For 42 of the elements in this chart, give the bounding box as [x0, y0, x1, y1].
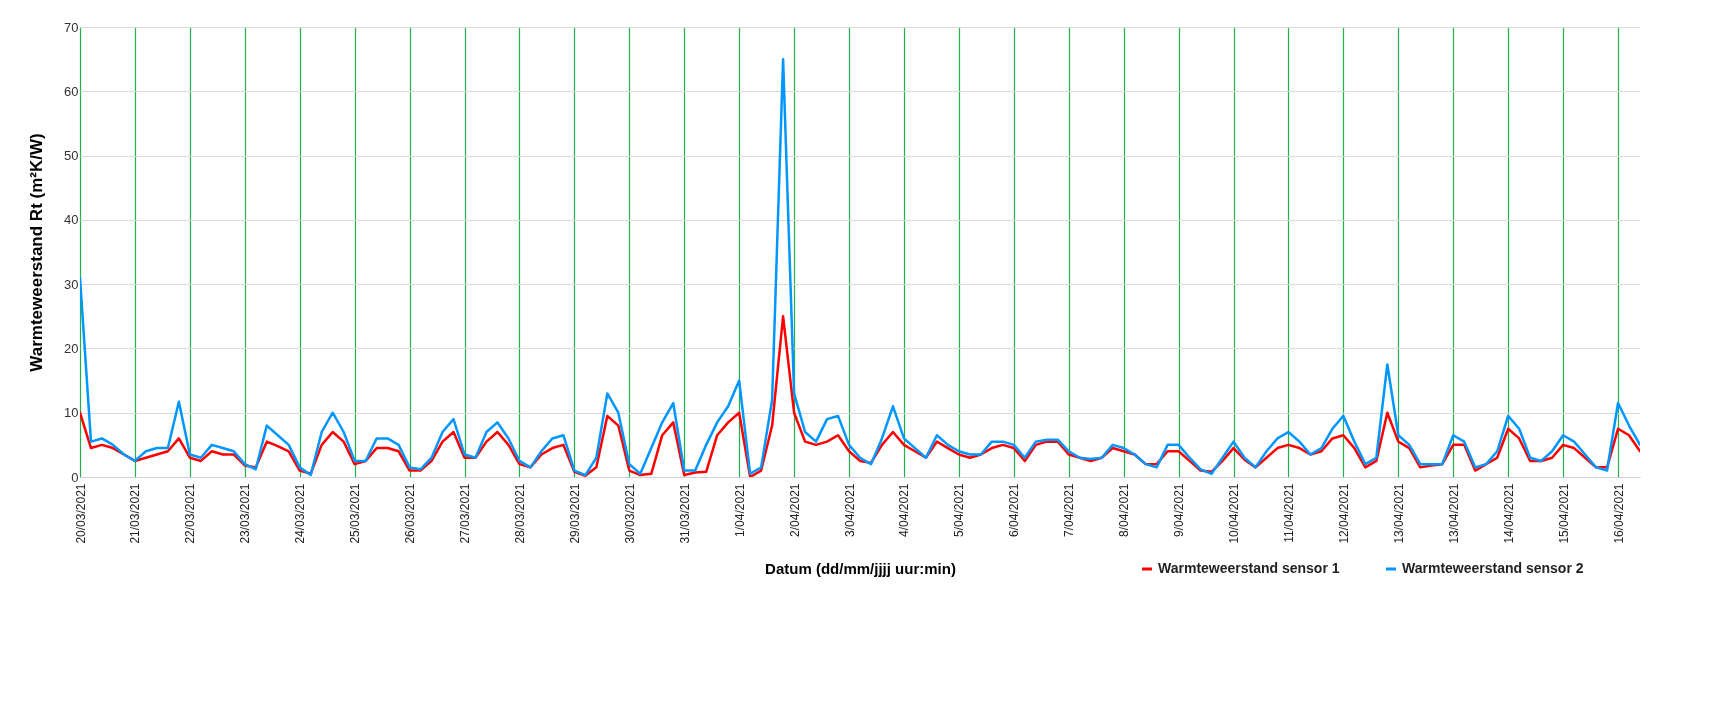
x-tick-label: 11/04/2021: [1281, 483, 1296, 543]
y-tick-label: 50: [64, 148, 79, 164]
line-series: [80, 57, 1640, 477]
y-tick-label: 70: [64, 19, 79, 35]
x-tick-label: 16/04/2021: [1611, 483, 1626, 544]
x-tick-label: 10/04/2021: [1227, 483, 1242, 544]
x-tick-label: 31/03/2021: [677, 483, 692, 544]
x-tick-label: 24/03/2021: [293, 483, 308, 544]
x-tick-label: 20/03/2021: [73, 483, 88, 544]
x-tick-label: 1/04/2021: [732, 483, 747, 537]
x-tick-label: 30/03/2021: [622, 483, 637, 544]
x-tick-label: 3/04/2021: [842, 483, 857, 537]
x-tick-label: 12/04/2021: [1336, 483, 1351, 544]
x-tick-label: 25/03/2021: [348, 483, 363, 544]
y-tick-label: 40: [64, 212, 79, 228]
legend-label: Warmteweerstand sensor 1: [1158, 560, 1340, 576]
x-tick-label: 14/04/2021: [1501, 483, 1516, 544]
x-tick-label: 26/03/2021: [403, 483, 418, 544]
x-tick-label: 13/04/2021: [1446, 483, 1461, 544]
x-axis-title: Datum (dd/mm/jjjj uur:min): [765, 559, 956, 577]
x-tick-label: 23/03/2021: [238, 483, 253, 544]
x-tick-label: 2/04/2021: [787, 483, 802, 537]
x-tick-label: 9/04/2021: [1172, 483, 1187, 537]
x-tick-label: 8/04/2021: [1117, 483, 1132, 537]
x-tick-label: 6/04/2021: [1007, 483, 1022, 537]
legend-label: Warmteweerstand sensor 2: [1402, 560, 1584, 576]
x-tick-label: 22/03/2021: [183, 483, 198, 544]
x-tick-label: 29/03/2021: [567, 483, 582, 544]
y-tick-label: 20: [64, 340, 79, 356]
x-tick-label: 21/03/2021: [128, 483, 143, 544]
y-tick-label: 60: [64, 83, 79, 99]
x-tick-label: 13/04/2021: [1391, 483, 1406, 544]
x-tick-label: 5/04/2021: [952, 483, 967, 537]
y-tick-label: 0: [71, 469, 79, 485]
y-axis-title: Warmteweerstand Rt (m²K/W): [27, 133, 47, 372]
y-tick-label: 30: [64, 276, 79, 292]
x-tick-label: 27/03/2021: [458, 483, 473, 544]
y-tick-label: 10: [64, 405, 79, 421]
x-tick-label: 28/03/2021: [512, 483, 527, 544]
x-tick-label: 4/04/2021: [897, 483, 912, 537]
x-tick-label: 15/04/2021: [1556, 483, 1571, 544]
x-tick-label: 7/04/2021: [1062, 483, 1077, 537]
